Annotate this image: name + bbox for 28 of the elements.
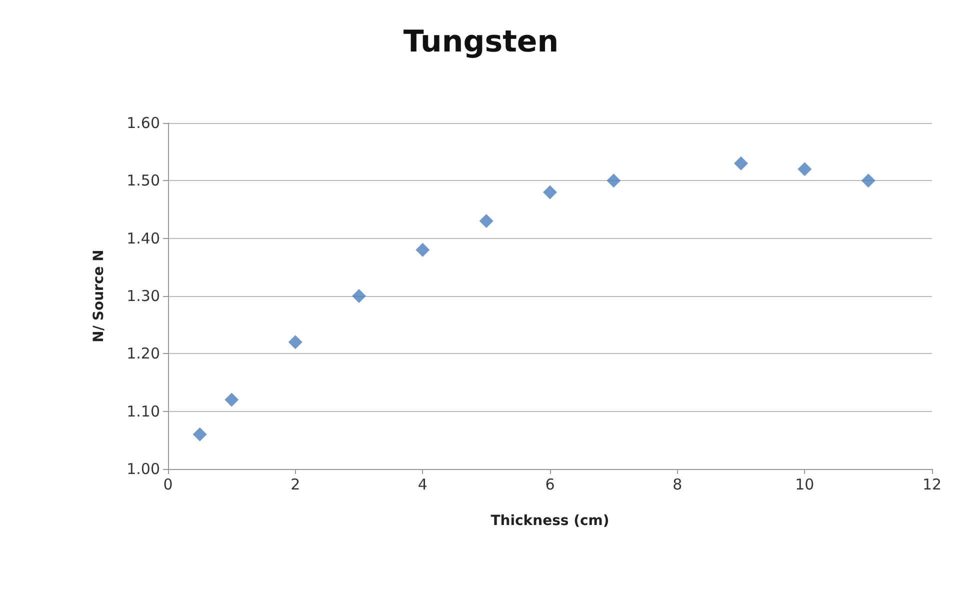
- point: [798, 162, 812, 176]
- point: [352, 289, 366, 303]
- x-tick-label: 8: [672, 476, 682, 494]
- x-tick-label: 12: [922, 476, 942, 494]
- y-tick-label: 1.20: [126, 344, 160, 363]
- y-tick-label: 1.00: [126, 460, 160, 478]
- y-tick-label: 1.40: [126, 229, 160, 248]
- point: [543, 185, 557, 200]
- x-tick-label: 10: [795, 476, 814, 494]
- x-tick-label: 4: [418, 476, 428, 494]
- x-tick-label: 6: [545, 476, 555, 494]
- x-tick-label: 2: [290, 476, 300, 494]
- point: [416, 242, 430, 257]
- y-axis-title: N/ Source N: [91, 250, 107, 342]
- y-tick-label: 1.10: [126, 402, 160, 420]
- point: [606, 174, 621, 188]
- point: [479, 214, 494, 228]
- point: [734, 156, 748, 170]
- y-tick-label: 1.30: [126, 287, 160, 305]
- point: [288, 335, 302, 350]
- point: [192, 427, 207, 442]
- x-axis-title: Thickness (cm): [490, 513, 610, 529]
- x-tick-label: 0: [163, 476, 173, 494]
- point: [224, 392, 239, 407]
- point: [861, 174, 876, 188]
- y-tick-label: 1.60: [126, 114, 160, 132]
- chart-title: Tungsten: [403, 24, 559, 60]
- y-tick-label: 1.50: [126, 172, 160, 190]
